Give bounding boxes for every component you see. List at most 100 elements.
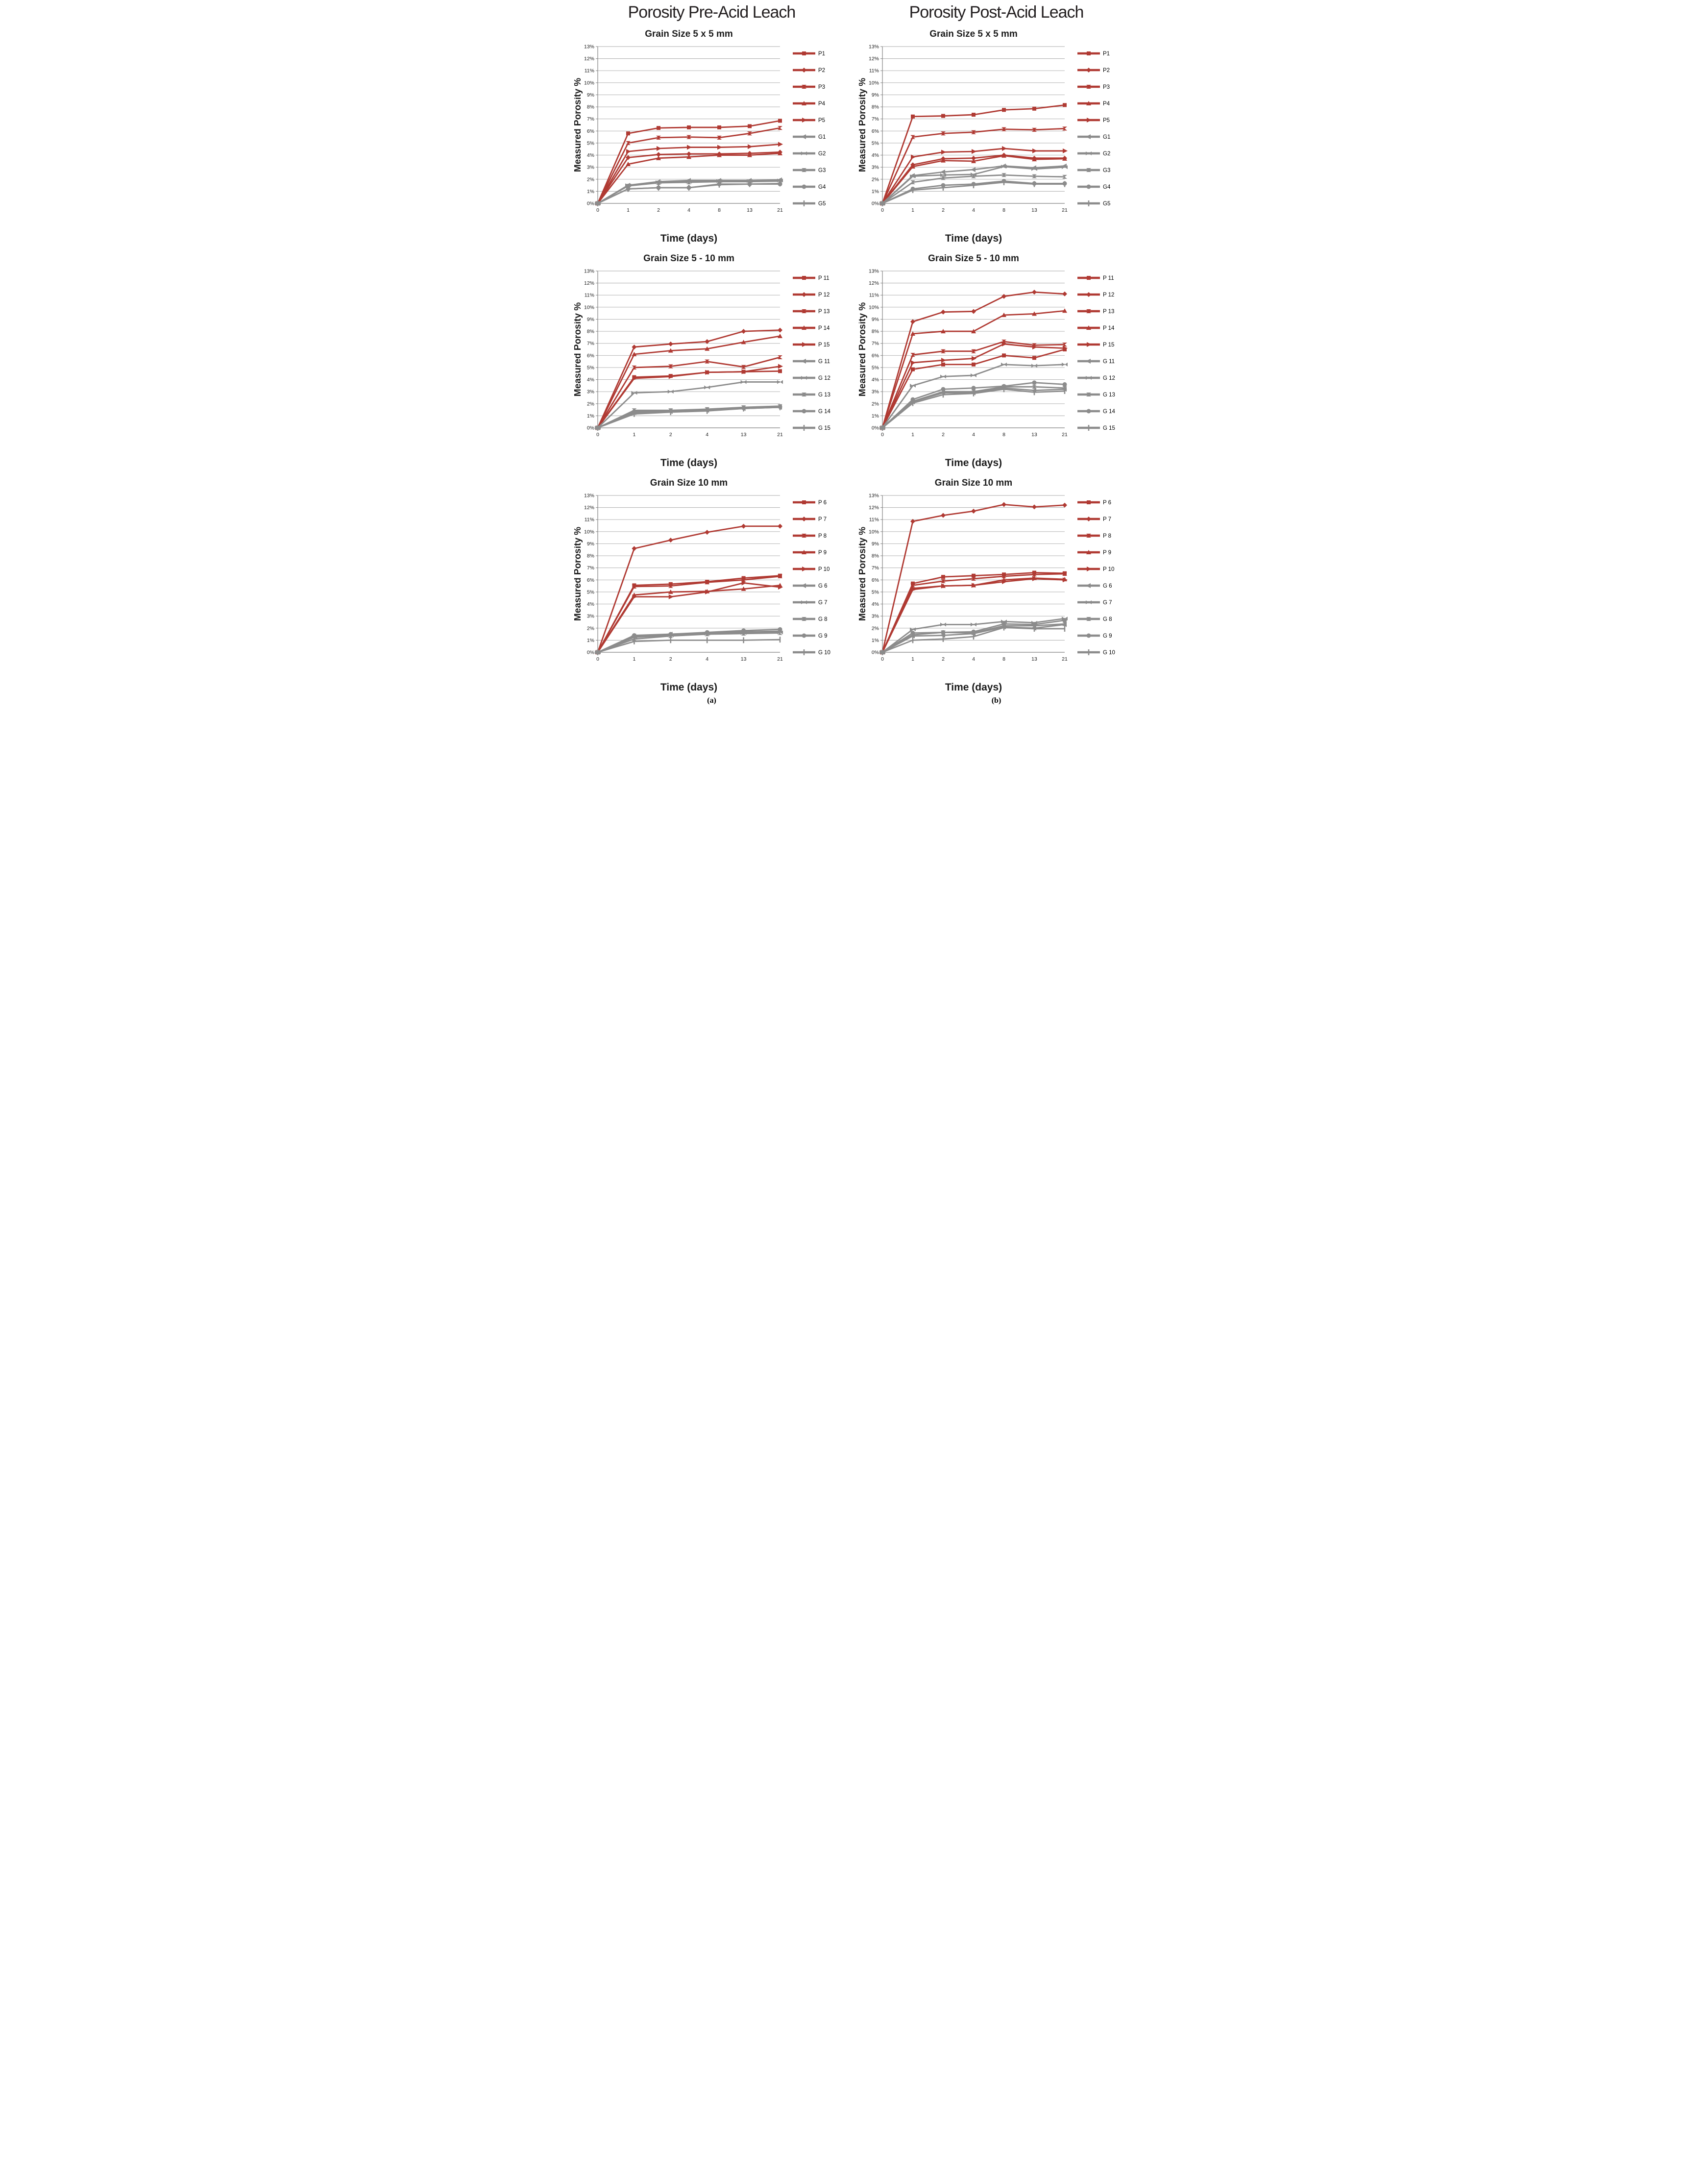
legend-marker-triangle-up-icon bbox=[801, 325, 806, 330]
y-tick-label: 8% bbox=[586, 104, 594, 110]
chart-title: Grain Size 10 mm bbox=[650, 478, 727, 488]
legend-item-G14: G 14 bbox=[792, 409, 830, 415]
y-tick-label: 1% bbox=[871, 413, 878, 419]
series-marker-G12 bbox=[1064, 362, 1068, 367]
series-marker-G10 bbox=[942, 636, 944, 642]
series-marker-G12 bbox=[1031, 364, 1034, 368]
y-axis-label: Measured Porosity % bbox=[574, 527, 583, 621]
legend-label: G 10 bbox=[1103, 650, 1115, 656]
x-tick-label: 1 bbox=[911, 207, 914, 213]
legend-item-P8: P 8 bbox=[1077, 533, 1111, 539]
series-marker-P8 bbox=[910, 583, 915, 586]
series-marker-G12 bbox=[740, 380, 744, 384]
legend-marker-triangle-right-icon bbox=[1086, 118, 1092, 123]
series-marker-P8 bbox=[1062, 574, 1067, 576]
legend-item-G3: G3 bbox=[792, 168, 826, 173]
y-tick-label: 13% bbox=[584, 493, 594, 499]
y-tick-label: 11% bbox=[584, 517, 594, 523]
series-marker-G3 bbox=[777, 179, 782, 181]
series-marker-P7 bbox=[971, 509, 976, 514]
series-marker-G2 bbox=[909, 174, 913, 178]
series-marker-G9 bbox=[910, 631, 915, 636]
series-marker-G3 bbox=[656, 183, 661, 185]
series-marker-P7 bbox=[777, 523, 782, 529]
legend-marker-bowtie-icon bbox=[1086, 395, 1091, 396]
legend-item-P15: P 15 bbox=[792, 342, 830, 348]
series-marker-P12 bbox=[777, 327, 782, 333]
series-marker-P10 bbox=[778, 585, 783, 590]
legend-item-G10: G 10 bbox=[792, 649, 830, 656]
y-tick-label: 7% bbox=[586, 565, 594, 571]
series-marker-P1 bbox=[656, 126, 660, 130]
series-marker-P12 bbox=[741, 329, 746, 334]
legend-marker-square-icon bbox=[1086, 500, 1091, 504]
x-axis-label: Time (days) bbox=[945, 233, 1001, 244]
legend-marker-triangle-left-icon bbox=[1085, 583, 1091, 588]
series-marker-G9 bbox=[1032, 622, 1036, 627]
legend-marker-bowtie-icon bbox=[801, 536, 806, 538]
series-marker-P11 bbox=[910, 367, 915, 371]
series-marker-P10 bbox=[668, 594, 674, 599]
series-marker-G9 bbox=[1001, 621, 1006, 626]
y-tick-label: 0% bbox=[871, 425, 878, 431]
legend-item-P5: P5 bbox=[1077, 118, 1110, 123]
series-marker-G2 bbox=[1034, 167, 1037, 171]
legend-marker-bowtie-icon bbox=[801, 534, 806, 536]
legend-marker-cross-icon bbox=[1088, 376, 1092, 380]
series-marker-P15 bbox=[1001, 341, 1007, 346]
series-marker-P3 bbox=[971, 132, 976, 134]
legend-label: G5 bbox=[818, 201, 826, 207]
x-tick-label: 13 bbox=[1031, 207, 1037, 213]
y-axis-label: Measured Porosity % bbox=[859, 527, 868, 621]
chart-title: Grain Size 5 - 10 mm bbox=[643, 253, 734, 264]
legend-marker-plus-icon bbox=[1088, 200, 1089, 206]
series-marker-G10 bbox=[881, 649, 883, 655]
chart-title: Grain Size 5 - 10 mm bbox=[928, 253, 1019, 264]
series-marker-P2 bbox=[971, 155, 976, 161]
legend-label: P 10 bbox=[1103, 567, 1114, 572]
y-tick-label: 6% bbox=[586, 353, 594, 359]
series-marker-G12 bbox=[970, 373, 974, 377]
series-marker-P1 bbox=[717, 125, 721, 129]
legend-marker-diamond-icon bbox=[1086, 517, 1091, 521]
y-tick-label: 6% bbox=[871, 353, 878, 359]
series-marker-P15 bbox=[941, 358, 946, 363]
series-marker-P7 bbox=[741, 523, 746, 529]
chart-title: Grain Size 5 x 5 mm bbox=[929, 29, 1018, 39]
series-marker-G14 bbox=[941, 387, 945, 392]
legend-marker-bowtie-icon bbox=[1086, 311, 1091, 313]
series-marker-G8 bbox=[910, 635, 915, 637]
series-marker-P14 bbox=[1001, 312, 1006, 317]
series-marker-G12 bbox=[704, 385, 707, 390]
legend-marker-cross-icon bbox=[804, 376, 807, 380]
series-marker-P4 bbox=[940, 158, 946, 163]
y-tick-label: 5% bbox=[871, 365, 878, 370]
series-marker-G7 bbox=[780, 630, 783, 635]
series-line-P2 bbox=[597, 151, 780, 204]
series-marker-P3 bbox=[625, 141, 631, 143]
x-axis-label: Time (days) bbox=[660, 233, 717, 244]
series-marker-P14 bbox=[910, 331, 915, 336]
legend-label: G 9 bbox=[1103, 633, 1112, 639]
series-marker-P13 bbox=[1062, 343, 1067, 345]
legend-item-G5: G5 bbox=[792, 200, 826, 207]
legend-marker-bowtie-icon bbox=[801, 85, 806, 87]
legend-label: G 8 bbox=[1103, 617, 1112, 622]
chart-panel-post-5x5: Grain Size 5 x 5 mm 0% 1% 2% 3% 4% 5% 6% 7% 8% 9% 1… bbox=[854, 25, 1139, 247]
y-tick-label: 12% bbox=[868, 505, 878, 511]
x-tick-label: 4 bbox=[972, 207, 975, 213]
x-tick-label: 21 bbox=[777, 432, 783, 438]
series-marker-G3 bbox=[910, 182, 915, 184]
y-tick-label: 0% bbox=[586, 201, 594, 207]
series-marker-G15 bbox=[706, 408, 708, 414]
y-tick-label: 4% bbox=[586, 152, 594, 158]
y-tick-label: 1% bbox=[586, 638, 594, 643]
legend-label: G2 bbox=[818, 151, 826, 157]
legend-label: G 6 bbox=[1103, 583, 1112, 589]
x-axis-label: Time (days) bbox=[945, 682, 1001, 693]
series-marker-G9 bbox=[668, 632, 673, 637]
x-tick-label: 21 bbox=[777, 656, 783, 662]
series-marker-G3 bbox=[1001, 173, 1006, 175]
legend-marker-bowtie-icon bbox=[801, 619, 806, 621]
series-marker-G8 bbox=[777, 633, 782, 635]
